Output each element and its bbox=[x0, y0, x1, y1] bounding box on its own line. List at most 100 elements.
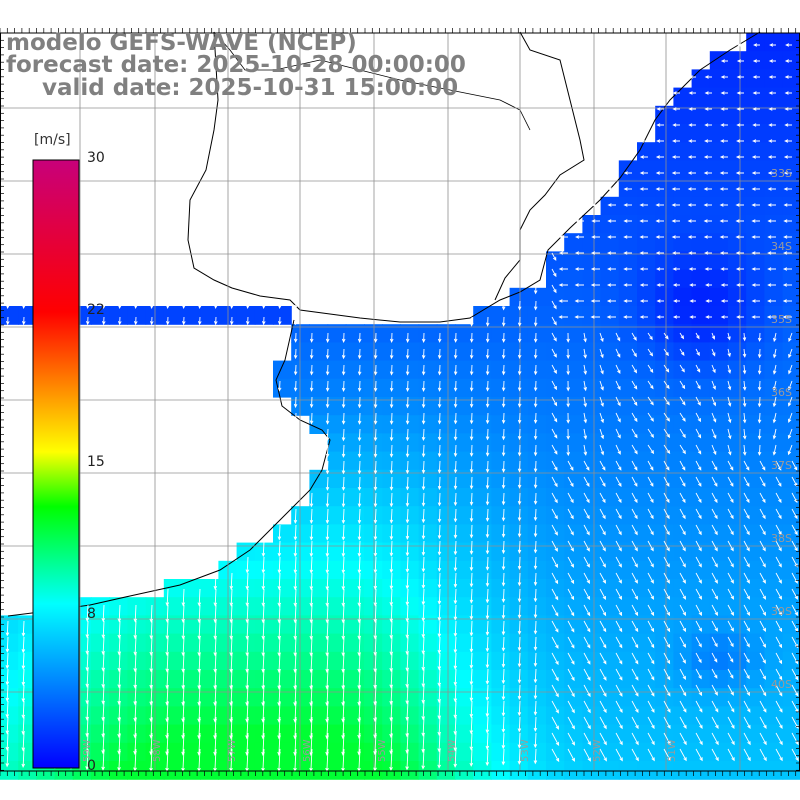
wind-arrow bbox=[551, 460, 558, 472]
wind-arrow bbox=[606, 315, 616, 319]
wind-arrow bbox=[688, 91, 696, 95]
speed-cell bbox=[200, 597, 219, 616]
wind-arrow bbox=[727, 332, 731, 341]
wind-arrow bbox=[727, 364, 732, 374]
speed-cell bbox=[509, 651, 529, 671]
speed-cell bbox=[691, 105, 711, 125]
wind-arrow bbox=[655, 155, 664, 159]
wind-arrow bbox=[517, 508, 522, 522]
speed-cell bbox=[764, 306, 784, 325]
wind-arrow bbox=[533, 332, 538, 343]
wind-arrow bbox=[639, 283, 648, 287]
wind-arrow bbox=[309, 412, 314, 425]
wind-arrow bbox=[784, 91, 792, 95]
speed-cell bbox=[582, 306, 602, 325]
speed-cell bbox=[418, 670, 438, 689]
wind-arrow bbox=[421, 540, 426, 557]
wind-arrow bbox=[373, 540, 378, 557]
speed-cell bbox=[564, 342, 583, 362]
wind-arrow bbox=[767, 155, 776, 159]
speed-cell bbox=[491, 433, 511, 453]
wind-arrow bbox=[469, 716, 474, 735]
wind-arrow bbox=[768, 107, 776, 111]
wind-arrow bbox=[566, 396, 571, 408]
wind-arrow bbox=[583, 588, 591, 601]
speed-cell bbox=[655, 160, 674, 180]
speed-cell bbox=[418, 724, 438, 744]
speed-cell bbox=[728, 433, 747, 453]
speed-cell bbox=[527, 397, 547, 416]
speed-cell bbox=[236, 615, 256, 635]
wind-arrow bbox=[695, 572, 702, 584]
speed-cell bbox=[564, 761, 583, 780]
wind-arrow bbox=[341, 556, 346, 574]
wind-arrow bbox=[679, 668, 687, 681]
speed-cell bbox=[728, 124, 747, 143]
speed-cell bbox=[782, 251, 800, 271]
speed-cell bbox=[418, 378, 438, 398]
wind-arrow bbox=[437, 556, 442, 573]
wind-arrow bbox=[711, 732, 719, 746]
speed-cell bbox=[236, 706, 256, 726]
speed-cell bbox=[746, 378, 765, 398]
wind-arrow bbox=[663, 412, 670, 422]
wind-arrow bbox=[703, 235, 712, 239]
wind-arrow bbox=[421, 636, 426, 655]
wind-arrow bbox=[117, 300, 122, 310]
wind-arrow bbox=[277, 540, 282, 558]
speed-cell bbox=[418, 488, 438, 507]
wind-arrow bbox=[373, 364, 378, 376]
wind-arrow bbox=[759, 588, 767, 600]
wind-arrow bbox=[752, 107, 760, 111]
speed-cell bbox=[691, 287, 711, 307]
wind-arrow bbox=[341, 492, 346, 508]
wind-arrow bbox=[583, 492, 590, 504]
speed-cell bbox=[709, 488, 729, 507]
wind-arrow bbox=[639, 267, 648, 271]
speed-cell bbox=[600, 215, 620, 234]
speed-cell bbox=[673, 342, 693, 362]
wind-arrow bbox=[735, 187, 744, 191]
wind-arrow bbox=[293, 524, 298, 541]
wind-arrow bbox=[727, 572, 734, 584]
wind-arrow bbox=[341, 332, 346, 343]
speed-cell bbox=[564, 251, 583, 271]
speed-cell bbox=[309, 615, 329, 635]
wind-arrow bbox=[517, 476, 522, 489]
speed-cell bbox=[564, 688, 583, 707]
wind-arrow bbox=[533, 588, 538, 603]
speed-cell bbox=[655, 761, 674, 780]
wind-arrow bbox=[566, 332, 570, 343]
speed-cell bbox=[291, 542, 310, 562]
speed-cell bbox=[582, 342, 602, 362]
speed-cell bbox=[309, 378, 329, 398]
wind-arrow bbox=[551, 268, 557, 278]
speed-cell bbox=[618, 196, 638, 216]
speed-cell bbox=[582, 633, 602, 653]
speed-cell bbox=[582, 397, 602, 416]
wind-arrow bbox=[647, 476, 654, 487]
speed-cell bbox=[509, 433, 529, 453]
speed-cell bbox=[746, 142, 765, 161]
wind-arrow bbox=[485, 556, 490, 571]
wind-arrow bbox=[782, 315, 792, 319]
wind-arrow bbox=[551, 476, 558, 488]
wind-arrow bbox=[517, 556, 522, 571]
speed-cell bbox=[764, 506, 784, 525]
wind-arrow bbox=[574, 251, 584, 255]
wind-arrow bbox=[517, 428, 522, 441]
wind-arrow bbox=[599, 508, 606, 520]
wind-arrow bbox=[631, 588, 639, 601]
speed-cell bbox=[436, 670, 456, 689]
speed-cell bbox=[637, 196, 656, 216]
speed-cell bbox=[691, 433, 711, 453]
wind-arrow bbox=[775, 476, 782, 487]
speed-cell bbox=[764, 488, 784, 507]
speed-cell bbox=[691, 415, 711, 434]
speed-cell bbox=[655, 415, 674, 434]
speed-cell bbox=[546, 488, 565, 507]
wind-arrow bbox=[719, 203, 728, 207]
speed-cell bbox=[782, 506, 800, 525]
speed-cell bbox=[436, 342, 456, 362]
speed-cell bbox=[91, 761, 110, 780]
